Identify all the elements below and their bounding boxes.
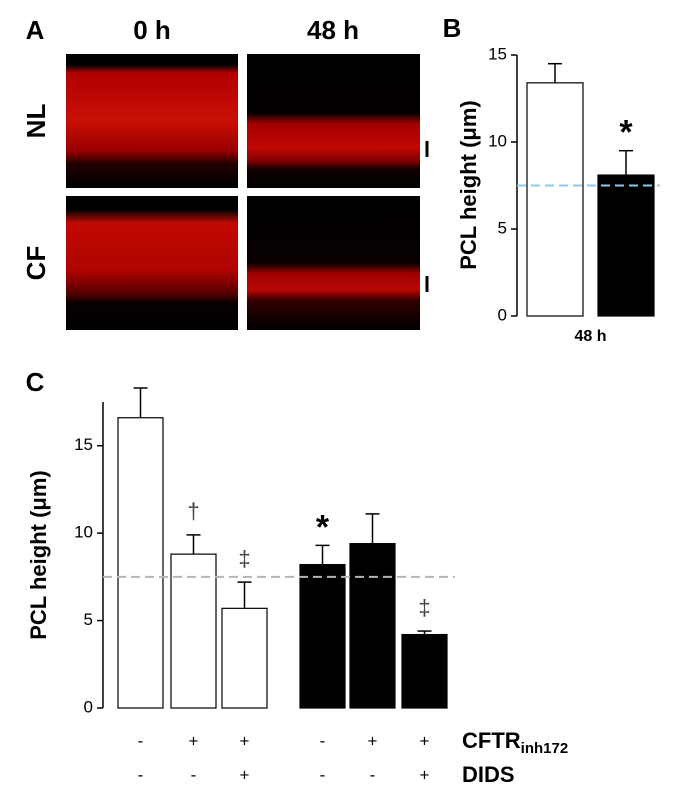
row-label-subscript: inh172 [521,740,569,757]
bar [349,543,396,709]
row-label-text: DIDS [462,762,515,787]
annotation: ‡ [418,595,430,620]
column-label: 0 h [133,15,171,45]
y-tick-label: 10 [488,131,507,150]
micrograph [66,54,238,188]
micrograph [66,196,238,330]
treatment-mark: - [320,731,326,750]
y-tick-label: 15 [74,435,93,454]
annotation: ‡ [238,546,250,571]
treatment-mark: - [138,731,144,750]
bar [221,607,268,709]
panel-label: A [26,15,45,45]
treatment-mark: + [189,731,199,750]
treatment-mark: + [240,765,250,784]
treatment-mark: + [420,765,430,784]
bar [170,553,217,709]
treatment-mark: - [370,765,376,784]
treatment-mark: - [138,765,144,784]
panel-label: C [26,367,45,397]
row-label: NL [21,104,51,139]
treatment-mark: + [420,731,430,750]
bar [117,417,164,709]
y-tick-label: 5 [84,610,93,629]
row-label-text: CFTR [462,728,521,753]
y-axis-label: PCL height (μm) [456,100,481,270]
micrograph [247,196,420,330]
treatment-mark: + [240,731,250,750]
row-label: CFTRinh172 [462,728,568,757]
y-tick-label: 0 [84,697,93,716]
micrograph [247,54,420,188]
y-tick-label: 5 [498,218,507,237]
y-tick-label: 10 [74,523,93,542]
row-label: CF [21,246,51,281]
y-tick-label: 15 [488,44,507,63]
treatment-mark: - [320,765,326,784]
panel-label: B [443,13,462,43]
x-axis-label: 48 h [574,328,606,345]
bar [401,633,448,709]
y-tick-label: 0 [498,305,507,324]
annotation: † [187,499,199,524]
bar [526,82,584,317]
bar [597,174,655,317]
bar [299,564,346,709]
row-label: DIDS [462,762,515,787]
annotation: * [316,508,330,546]
annotation: * [619,114,633,152]
column-label: 48 h [307,15,359,45]
treatment-mark: + [368,731,378,750]
treatment-mark: - [191,765,197,784]
y-axis-label: PCL height (μm) [26,470,51,640]
